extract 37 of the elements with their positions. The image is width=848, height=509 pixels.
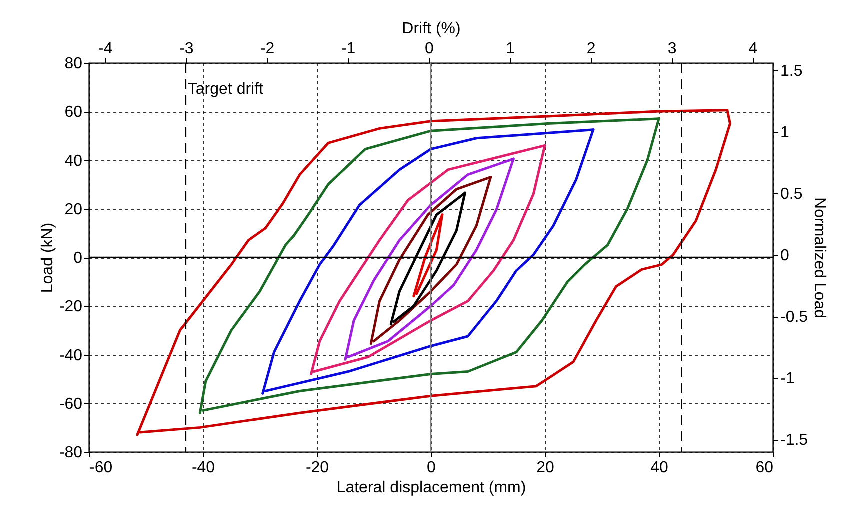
y-tick-label: 40 <box>64 152 83 170</box>
x-tick-label: -40 <box>192 460 216 476</box>
y2-tick-label: 1.5 <box>780 62 803 80</box>
y-tick-label: 60 <box>64 104 83 122</box>
x2-tick-label: 1 <box>506 40 515 58</box>
x2-tick-label: 4 <box>748 40 758 58</box>
y-tick-label: -60 <box>59 396 83 413</box>
y-tick-label: 20 <box>64 201 83 218</box>
x2-tick-label: -3 <box>180 40 194 58</box>
y-axis-title: Load (kN) <box>39 222 56 294</box>
y-tick-label: -80 <box>59 444 83 462</box>
x-tick-label: 40 <box>650 460 668 476</box>
x-axis-title: Lateral displacement (mm) <box>336 480 526 496</box>
y2-axis-title: Normalized Load <box>811 198 828 318</box>
x2-axis-title: Drift (%) <box>402 20 461 38</box>
y2-tick-label: 0 <box>780 248 790 265</box>
y-tick-label: -40 <box>59 347 83 364</box>
y-tick-label: 0 <box>74 250 83 267</box>
x2-tick-label: 0 <box>425 40 434 58</box>
y-tick-label: 80 <box>64 56 83 72</box>
y2-tick-label: -1 <box>780 370 795 388</box>
y2-tick-label: 1 <box>780 124 790 142</box>
x-tick-label: 60 <box>756 460 774 476</box>
y-tick-label: -20 <box>59 298 83 316</box>
ref-line-label: Target drift <box>188 81 264 98</box>
y2-tick-label: -0.5 <box>780 309 808 326</box>
y2-tick-label: -1.5 <box>780 432 808 450</box>
x2-tick-label: 2 <box>586 40 596 58</box>
x-tick-label: 0 <box>427 460 436 476</box>
x-tick-label: -60 <box>90 460 113 476</box>
x2-tick-label: -1 <box>341 40 356 58</box>
y2-tick-label: 0.5 <box>780 186 803 203</box>
x2-tick-label: -4 <box>98 40 113 58</box>
x-tick-label: 20 <box>536 460 554 476</box>
x2-tick-label: -2 <box>260 40 275 58</box>
x2-tick-label: 3 <box>668 40 677 58</box>
x-tick-label: -20 <box>306 460 330 476</box>
